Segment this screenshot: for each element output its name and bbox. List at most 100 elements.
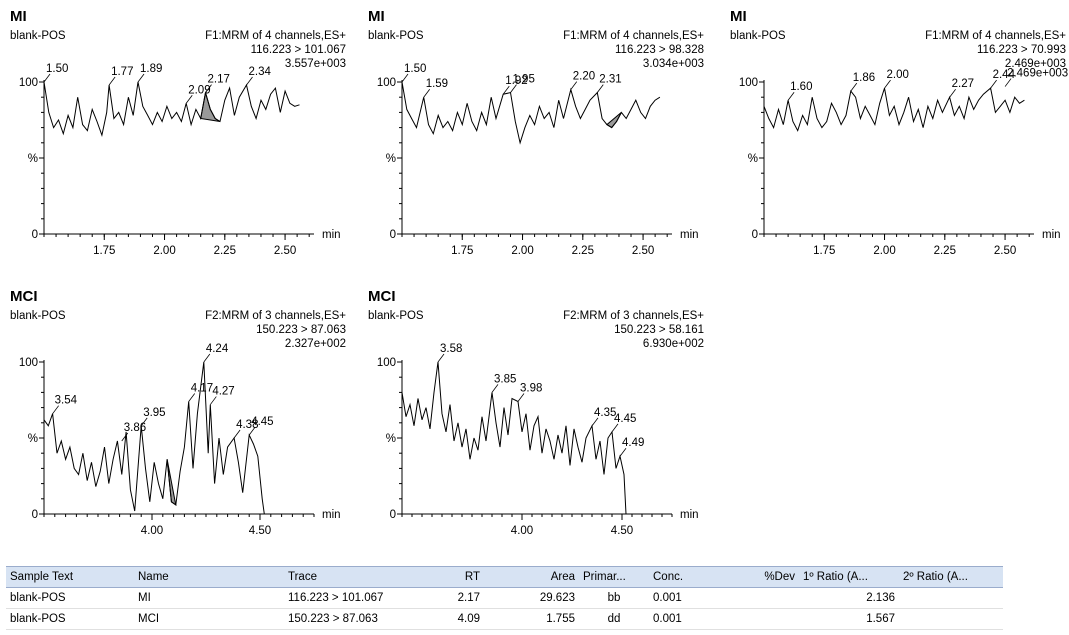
col-area[interactable]: Area bbox=[484, 566, 579, 588]
cell-ratio-2 bbox=[899, 588, 1003, 609]
peak-leader bbox=[233, 429, 241, 439]
intensity-label: 3.034e+003 bbox=[642, 58, 704, 70]
y-tick-label: 0 bbox=[32, 229, 38, 241]
sample-name: blank-POS bbox=[730, 30, 786, 42]
x-unit-label: min bbox=[1042, 229, 1061, 241]
peak-leader bbox=[437, 353, 445, 363]
x-tick-label: 4.00 bbox=[141, 525, 163, 537]
x-tick-label: 2.50 bbox=[632, 245, 654, 257]
chromatogram-plot: 100% 0 1.75 2.00 2.25 2.50 min 1.60 1.86 2.00 2.27… bbox=[739, 68, 1068, 257]
peak-leader bbox=[850, 82, 858, 92]
col-dev[interactable]: %Dev bbox=[719, 566, 799, 588]
peak-label: 4.45 bbox=[614, 413, 636, 425]
chromatogram-panel-mi-2: MI blank-POS F1:MRM of 4 channels,ES+ 116.2… bbox=[362, 8, 712, 257]
peak-label: 2.20 bbox=[573, 71, 595, 83]
transition-label: 150.223 > 58.161 bbox=[614, 324, 704, 336]
peak-leader bbox=[423, 88, 431, 98]
function-label: F2:MRM of 3 channels,ES+ bbox=[205, 310, 346, 322]
cell-name: MCI bbox=[138, 613, 160, 625]
cell-rt: 4.09 bbox=[457, 613, 480, 625]
peak-label: 1.50 bbox=[46, 63, 68, 75]
chromatogram-panel-mi-3: MI blank-POS F1:MRM of 4 channels,ES+ 116.2… bbox=[724, 8, 1069, 257]
peak-label: 1.89 bbox=[140, 63, 162, 75]
peak-leader bbox=[43, 73, 51, 83]
cell-primary: bb bbox=[607, 592, 621, 604]
x-unit-label: min bbox=[322, 509, 341, 521]
chromatogram-plot: 100% 0 1.75 2.00 2.25 2.50 min 1.50 1.77 1.89 2.09… bbox=[19, 63, 341, 257]
chart-title: MI bbox=[368, 8, 385, 25]
transition-label: 116.223 > 101.067 bbox=[250, 44, 346, 56]
col-ratio-2[interactable]: 2º Ratio (A... bbox=[899, 566, 1003, 588]
peak-label: 4.45 bbox=[251, 416, 273, 428]
chromatogram-trace bbox=[763, 87, 1025, 132]
peak-label: 2.09 bbox=[188, 84, 210, 96]
peak-label: 3.95 bbox=[143, 407, 165, 419]
cell-ratio-1: 2.136 bbox=[866, 592, 895, 604]
peak-leader bbox=[596, 84, 604, 93]
x-tick-label: 1.75 bbox=[813, 245, 835, 257]
peak-label: 1.60 bbox=[790, 81, 812, 93]
cell-conc: 0.001 bbox=[653, 592, 682, 604]
y-tick-label: % bbox=[28, 153, 38, 165]
y-tick-label: % bbox=[748, 153, 758, 165]
peak-leader bbox=[990, 79, 997, 89]
x-tick-label: 2.00 bbox=[511, 245, 533, 257]
x-tick-label: 1.75 bbox=[93, 245, 115, 257]
cell-conc: 0.001 bbox=[653, 613, 682, 625]
peak-leader bbox=[591, 417, 599, 427]
peak-label: 1.95 bbox=[512, 74, 534, 86]
cell-name: MI bbox=[138, 592, 151, 604]
peak-leader bbox=[570, 81, 578, 90]
cell-sample-text: blank-POS bbox=[10, 592, 66, 604]
chromatogram-panel-mci-2: MCI blank-POS F2:MRM of 3 channels,ES+ 150.… bbox=[362, 288, 712, 537]
y-tick-label: % bbox=[28, 433, 38, 445]
x-unit-label: min bbox=[680, 509, 699, 521]
y-tick-label: 100 bbox=[377, 77, 396, 89]
cell-trace: 150.223 > 87.063 bbox=[288, 613, 378, 625]
peak-label: 3.54 bbox=[55, 395, 78, 407]
y-tick-label: 100 bbox=[739, 77, 758, 89]
x-tick-label: 2.25 bbox=[214, 245, 236, 257]
cell-area: 1.755 bbox=[546, 613, 575, 625]
cell-dev bbox=[719, 609, 799, 630]
col-name[interactable]: Name bbox=[134, 566, 284, 588]
col-primary[interactable]: Primar... bbox=[579, 566, 649, 588]
sample-name: blank-POS bbox=[10, 30, 66, 42]
peak-label: 2.00 bbox=[887, 69, 909, 81]
col-conc[interactable]: Conc. bbox=[649, 566, 719, 588]
cell-ratio-1: 1.567 bbox=[866, 613, 895, 625]
function-label: F1:MRM of 4 channels,ES+ bbox=[563, 30, 704, 42]
table-row[interactable]: blank-POS MI 116.223 > 101.067 2.17 29.6… bbox=[6, 588, 1003, 609]
chart-title: MCI bbox=[368, 288, 396, 305]
col-trace[interactable]: Trace bbox=[284, 566, 424, 588]
y-tick-label: 0 bbox=[390, 509, 396, 521]
cell-sample-text: blank-POS bbox=[10, 613, 66, 625]
peak-leader bbox=[884, 79, 891, 89]
peak-label: 3.58 bbox=[440, 343, 462, 355]
x-tick-label: 4.00 bbox=[511, 525, 533, 537]
peak-label: 4.35 bbox=[594, 407, 616, 419]
peak-label: 2.31 bbox=[599, 74, 621, 86]
results-header-row: Sample Text Name Trace RT Area Primar...… bbox=[6, 566, 1003, 588]
peak-leader bbox=[52, 405, 59, 414]
peak-leader bbox=[205, 84, 212, 93]
function-label: F1:MRM of 4 channels,ES+ bbox=[925, 30, 1066, 42]
intensity-label: 2.327e+002 bbox=[284, 338, 346, 350]
cell-area: 29.623 bbox=[539, 592, 575, 604]
peak-leader bbox=[210, 396, 217, 405]
transition-label: 116.223 > 70.993 bbox=[977, 44, 1066, 56]
cell-primary: dd bbox=[607, 613, 621, 625]
col-ratio-1[interactable]: 1º Ratio (A... bbox=[799, 566, 899, 588]
col-sample-text[interactable]: Sample Text bbox=[6, 566, 134, 588]
y-tick-label: 0 bbox=[752, 229, 758, 241]
col-rt[interactable]: RT bbox=[424, 566, 484, 588]
peak-label: 2.17 bbox=[208, 74, 230, 86]
peak-leader bbox=[491, 384, 499, 393]
peak-leader bbox=[246, 76, 253, 86]
peak-leader bbox=[108, 76, 116, 86]
table-row[interactable]: blank-POS MCI 150.223 > 87.063 4.09 1.75… bbox=[6, 609, 1003, 630]
sample-name: blank-POS bbox=[368, 30, 424, 42]
x-tick-label: 2.50 bbox=[274, 245, 296, 257]
peak-label: 4.38 bbox=[236, 419, 258, 431]
chart-title: MCI bbox=[10, 288, 38, 305]
